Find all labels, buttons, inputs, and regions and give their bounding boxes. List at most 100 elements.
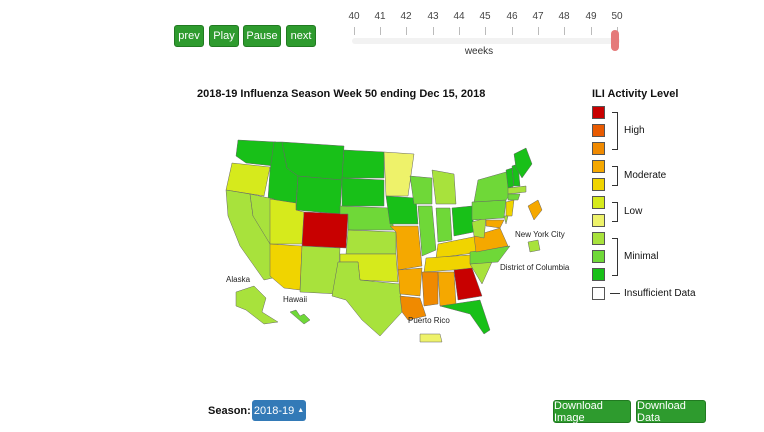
tick-label-50: 50 [611, 11, 623, 22]
legend-swatch-minimal-3 [592, 268, 605, 281]
inset-new-york-city [527, 199, 543, 221]
tick-label-41: 41 [374, 11, 386, 22]
legend-swatch-low-1 [592, 196, 605, 209]
legend-label-high: High [624, 125, 645, 136]
label-new-york-city: New York City [515, 230, 565, 239]
legend-brace-low [612, 202, 618, 222]
download-data-button[interactable]: Download Data [636, 400, 706, 424]
slider-tickmark [406, 27, 407, 35]
slider-tickmark [538, 27, 539, 35]
legend-brace-moderate [612, 166, 618, 186]
state-kansas [345, 229, 397, 255]
state-nebraska [339, 205, 395, 231]
state-michigan [431, 169, 457, 205]
state-colorado [301, 211, 349, 249]
state-indiana [435, 207, 453, 243]
tick-label-48: 48 [558, 11, 570, 22]
legend-label-minimal: Minimal [624, 251, 659, 262]
slider-tickmark [564, 27, 565, 35]
tick-label-43: 43 [427, 11, 439, 22]
legend-swatch-high-1 [592, 106, 605, 119]
slider-tickmark [459, 27, 460, 35]
state-south-dakota [341, 177, 385, 207]
slider-handle[interactable] [611, 30, 619, 51]
pause-button[interactable]: Pause [243, 25, 281, 47]
state-missouri [389, 225, 423, 271]
state-connecticut [507, 193, 521, 201]
state-alabama [437, 271, 457, 307]
state-mississippi [421, 271, 439, 307]
state-iowa [385, 195, 419, 225]
legend-swatch-high-2 [592, 124, 605, 137]
tick-label-49: 49 [585, 11, 597, 22]
state-washington [235, 139, 277, 167]
legend-brace-minimal [612, 238, 618, 276]
slider-track[interactable] [352, 38, 620, 44]
season-select-value: 2018-19 [253, 404, 295, 417]
state-arkansas [397, 267, 423, 297]
legend-swatch-low-2 [592, 214, 605, 227]
label-alaska: Alaska [226, 275, 251, 284]
slider-tickmark [433, 27, 434, 35]
play-button[interactable]: Play [209, 25, 239, 47]
legend-swatch-moderate-2 [592, 178, 605, 191]
state-maine [513, 147, 533, 179]
legend-swatch-moderate-1 [592, 160, 605, 173]
tick-label-44: 44 [453, 11, 465, 22]
legend-label-insufficient: Insufficient Data [624, 288, 696, 299]
tick-label-46: 46 [506, 11, 518, 22]
legend-swatch-minimal-1 [592, 232, 605, 245]
map-title: 2018-19 Influenza Season Week 50 ending … [197, 88, 486, 100]
season-label: Season: [208, 405, 251, 417]
tick-label-42: 42 [400, 11, 412, 22]
state-texas [331, 261, 403, 337]
state-minnesota [383, 151, 415, 197]
inset-puerto-rico [419, 333, 443, 343]
download-image-button[interactable]: Download Image [553, 400, 631, 424]
state-west-virginia [471, 217, 487, 239]
slider-tickmark [591, 27, 592, 35]
state-florida [439, 299, 491, 335]
legend-label-moderate: Moderate [624, 170, 667, 181]
state-wyoming [295, 175, 343, 215]
label-district-of-columbia: District of Columbia [500, 263, 570, 272]
state-north-dakota [341, 149, 385, 179]
caret-up-icon: ▲ [297, 407, 305, 414]
prev-button[interactable]: prev [174, 25, 204, 47]
tick-label-45: 45 [479, 11, 491, 22]
legend-insufficient-dash [610, 293, 620, 294]
state-oregon [225, 162, 271, 197]
slider-tickmark [354, 27, 355, 35]
state-ohio [451, 205, 475, 237]
label-hawaii: Hawaii [283, 295, 308, 304]
legend-swatch-minimal-2 [592, 250, 605, 263]
state-pennsylvania [471, 199, 507, 221]
slider-tickmark [512, 27, 513, 35]
state-wisconsin [409, 175, 433, 205]
state-hawaii [289, 309, 311, 325]
state-georgia [453, 267, 483, 301]
state-louisiana [399, 295, 427, 321]
label-puerto-rico: Puerto Rico [408, 316, 450, 325]
legend-title: ILI Activity Level [592, 88, 679, 100]
state-delaware [503, 215, 509, 225]
state-arizona [269, 243, 303, 291]
slider-axis-label: weeks [464, 46, 494, 57]
week-slider[interactable]: 40 41 42 43 44 45 46 47 48 49 50 weeks [348, 8, 630, 62]
legend-swatch-insufficient [592, 287, 605, 300]
state-illinois [417, 205, 437, 257]
state-new-jersey [505, 199, 515, 217]
tick-label-47: 47 [532, 11, 544, 22]
slider-tickmark [380, 27, 381, 35]
legend-swatch-high-3 [592, 142, 605, 155]
state-massachusetts [507, 185, 527, 195]
next-button[interactable]: next [286, 25, 316, 47]
slider-tickmark [485, 27, 486, 35]
tick-label-40: 40 [348, 11, 360, 22]
inset-district-of-columbia [527, 239, 541, 253]
season-select[interactable]: 2018-19 ▲ [252, 400, 306, 421]
legend-brace-high [612, 112, 618, 150]
legend-label-low: Low [624, 206, 643, 217]
state-alaska [235, 285, 279, 325]
